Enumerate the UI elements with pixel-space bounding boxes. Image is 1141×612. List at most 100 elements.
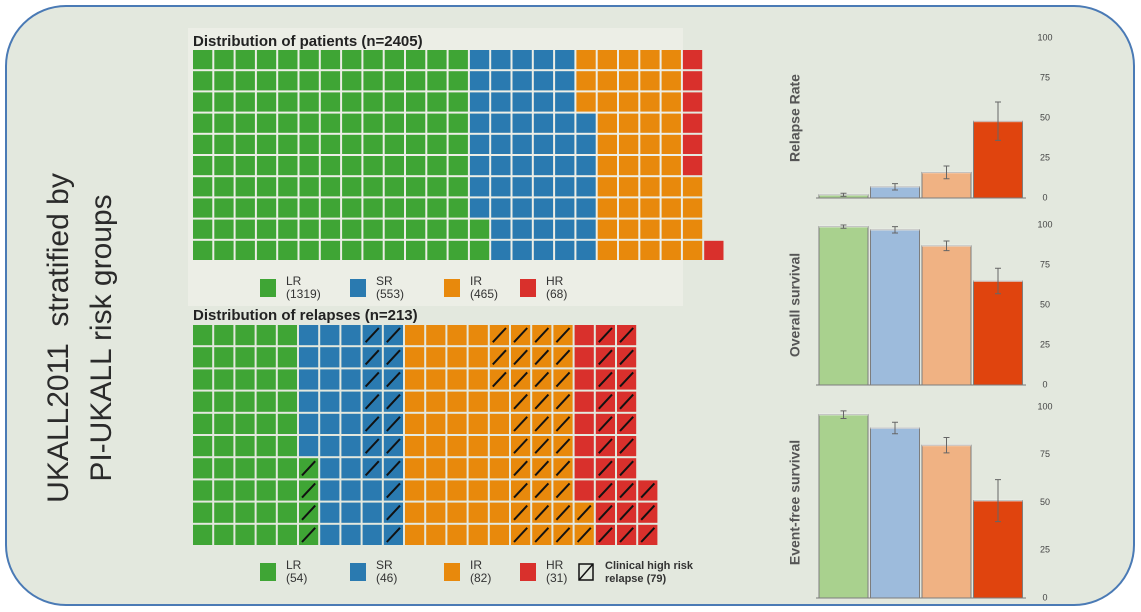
waffle-cell: [193, 240, 213, 260]
waffle-cell: [214, 50, 234, 70]
waffle-cell: [491, 177, 511, 197]
waffle-cell: [256, 92, 277, 112]
waffle-cell: [256, 369, 276, 390]
waffle-cell: [256, 198, 277, 218]
legend-count: (82): [470, 571, 491, 585]
waffle-cell: [555, 219, 575, 239]
waffle-cell: [489, 524, 509, 545]
waffle-cell: [256, 134, 277, 154]
waffle-cell: [469, 156, 490, 176]
y-tick-label: 25: [1040, 152, 1050, 162]
waffle-cell: [384, 240, 404, 260]
waffle-cell: [278, 219, 298, 239]
waffle-cell: [406, 156, 426, 176]
y-tick-label: 25: [1040, 339, 1050, 349]
y-tick-label: 0: [1042, 592, 1047, 602]
waffle-cell: [448, 134, 468, 154]
waffle-cell: [235, 134, 255, 154]
waffle-cell: [469, 134, 490, 154]
waffle-cell: [555, 50, 575, 70]
waffle-cell: [619, 240, 639, 260]
hatch-mark: [576, 527, 592, 543]
legend-label: SR: [376, 558, 393, 572]
bar: [818, 226, 869, 386]
legend-label: HR: [546, 558, 564, 572]
waffle-cell: [193, 113, 213, 133]
waffle-cell: [512, 177, 532, 197]
waffle-cell: [320, 458, 340, 479]
waffle-cell: [299, 436, 319, 457]
hatch-mark: [492, 327, 507, 343]
waffle-cell: [193, 369, 213, 390]
waffle-cell: [363, 156, 383, 176]
hatch-mark: [619, 349, 634, 366]
waffle-cell: [256, 219, 277, 239]
hatch-mark: [598, 504, 613, 521]
waffle-cell: [597, 113, 617, 133]
waffle-cell: [235, 391, 255, 412]
waffle-cell: [448, 71, 468, 91]
error-bar: [995, 267, 1001, 295]
waffle-cell: [256, 391, 276, 412]
waffle-cell: [576, 219, 596, 239]
error-bar: [892, 183, 898, 191]
hatch-mark: [555, 438, 571, 454]
error-bar: [995, 479, 1001, 523]
waffle-cell: [363, 177, 383, 197]
waffle-cell: [214, 113, 234, 133]
waffle-cell: [384, 198, 404, 218]
waffle-cell: [256, 458, 276, 479]
waffle-cell: [277, 325, 297, 346]
waffle-cell: [193, 458, 213, 479]
waffle-cell: [576, 156, 596, 176]
waffle-cell: [256, 113, 277, 133]
hatch-mark: [534, 416, 550, 432]
waffle-cell: [342, 113, 362, 133]
hatch-mark: [364, 371, 380, 388]
hatch-mark: [534, 482, 550, 499]
waffle-cell: [489, 436, 509, 457]
waffle-cell: [363, 240, 383, 260]
waffle-cell: [193, 71, 213, 91]
waffle-cell: [619, 113, 639, 133]
y-tick-label: 0: [1042, 192, 1047, 202]
waffle-cell: [576, 113, 596, 133]
hatch-mark: [555, 416, 571, 432]
y-tick-label: 50: [1040, 299, 1050, 309]
hatch-mark: [386, 371, 401, 388]
waffle-cell: [640, 71, 660, 91]
hatch-mark: [619, 416, 634, 432]
waffle-cell: [491, 134, 511, 154]
hatch-mark: [598, 416, 613, 432]
waffle-cell: [640, 134, 660, 154]
legend-label: SR: [376, 274, 393, 288]
waffle-cell: [576, 71, 596, 91]
hatch-mark: [555, 349, 571, 366]
waffle-cell: [341, 480, 361, 501]
hatch-mark: [640, 527, 656, 543]
hatch-mark: [598, 460, 613, 477]
waffle-cell: [214, 502, 234, 523]
waffle-cell: [489, 458, 509, 479]
waffle-cell: [405, 369, 425, 390]
waffle-cell: [214, 71, 234, 91]
waffle-cell: [426, 369, 446, 390]
waffle-cell: [384, 50, 404, 70]
waffle-cell: [468, 347, 488, 368]
legend-count: (465): [470, 287, 498, 301]
waffle-cell: [214, 436, 234, 457]
waffle-cell: [661, 177, 681, 197]
waffle-cell: [405, 502, 425, 523]
waffle-cell: [341, 524, 361, 545]
waffle-cell: [427, 240, 447, 260]
waffle-cell: [640, 156, 660, 176]
waffle-title: Distribution of patients (n=2405): [193, 33, 423, 50]
bar: [921, 245, 972, 386]
waffle-cell: [469, 71, 490, 91]
waffle-cell: [384, 177, 404, 197]
waffle-cell: [469, 198, 490, 218]
waffle-cell: [406, 198, 426, 218]
waffle-cell: [555, 240, 575, 260]
waffle-cell: [299, 177, 319, 197]
waffle-cell: [555, 156, 575, 176]
